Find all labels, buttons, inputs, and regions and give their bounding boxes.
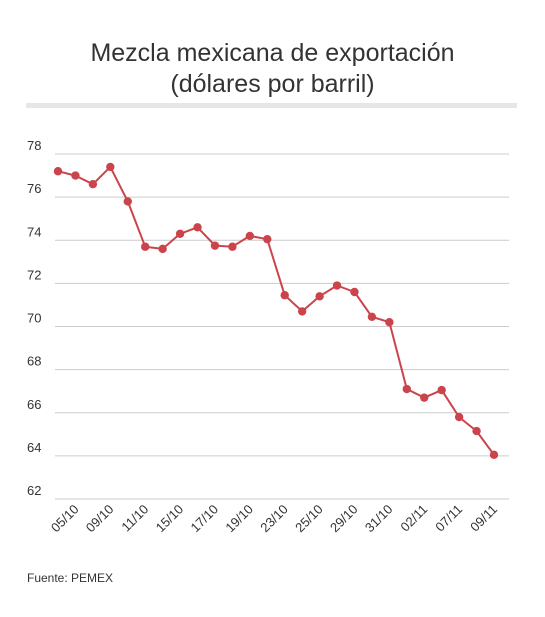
data-point: [175, 229, 185, 238]
data-point: [332, 281, 342, 290]
data-point: [228, 242, 237, 251]
series-line: [57, 165, 495, 456]
data-point: [385, 317, 394, 327]
data-point: [489, 450, 499, 459]
data-point: [297, 307, 307, 316]
x-tick-label: 31/10: [362, 502, 396, 536]
x-tick-label: 09/11: [467, 502, 500, 535]
data-point: [123, 197, 132, 206]
y-tick-label: 64: [27, 440, 41, 455]
y-tick-label: 72: [27, 267, 41, 282]
data-point: [367, 312, 377, 321]
data-point: [106, 162, 115, 172]
x-tick-label: 19/10: [222, 502, 256, 536]
y-tick-label: 68: [27, 354, 41, 369]
x-tick-label: 17/10: [187, 502, 221, 536]
chart-title-line-1: Mezcla mexicana de exportación: [90, 39, 455, 67]
chart-title: Mezcla mexicana de exportación (dólares …: [0, 38, 545, 100]
x-tick-label: 11/10: [118, 502, 151, 535]
data-point: [280, 291, 289, 300]
chart-title-line-2: (dólares por barril): [170, 70, 375, 98]
y-tick-label: 62: [27, 483, 41, 498]
x-tick-label: 29/10: [327, 502, 361, 536]
y-tick-label: 76: [27, 181, 41, 196]
data-point: [210, 241, 220, 250]
x-tick-label: 09/10: [83, 502, 117, 536]
y-tick-label: 78: [27, 138, 41, 153]
data-point: [53, 167, 63, 176]
data-point: [245, 231, 255, 241]
source-note: Fuente: PEMEX: [27, 571, 114, 585]
data-point: [141, 242, 150, 251]
data-point: [454, 412, 464, 422]
x-tick-label: 15/10: [153, 502, 187, 536]
x-tick-label: 23/10: [257, 502, 291, 536]
data-point: [420, 393, 429, 402]
data-point: [437, 385, 446, 395]
x-tick-label: 25/10: [292, 502, 326, 536]
data-point: [71, 171, 80, 180]
data-point: [88, 179, 98, 189]
y-tick-label: 66: [27, 397, 41, 412]
data-point: [350, 287, 359, 297]
data-point: [315, 292, 324, 301]
x-tick-label: 05/10: [48, 502, 82, 536]
data-point: [193, 223, 202, 232]
x-tick-label: 02/11: [397, 502, 430, 535]
data-point: [158, 244, 167, 254]
data-point: [402, 384, 411, 394]
y-tick-label: 74: [27, 224, 41, 239]
y-tick-label: 70: [27, 311, 41, 326]
data-point: [472, 426, 481, 436]
x-tick-label: 07/11: [432, 502, 465, 535]
data-point: [263, 234, 272, 244]
title-divider: [26, 103, 517, 108]
